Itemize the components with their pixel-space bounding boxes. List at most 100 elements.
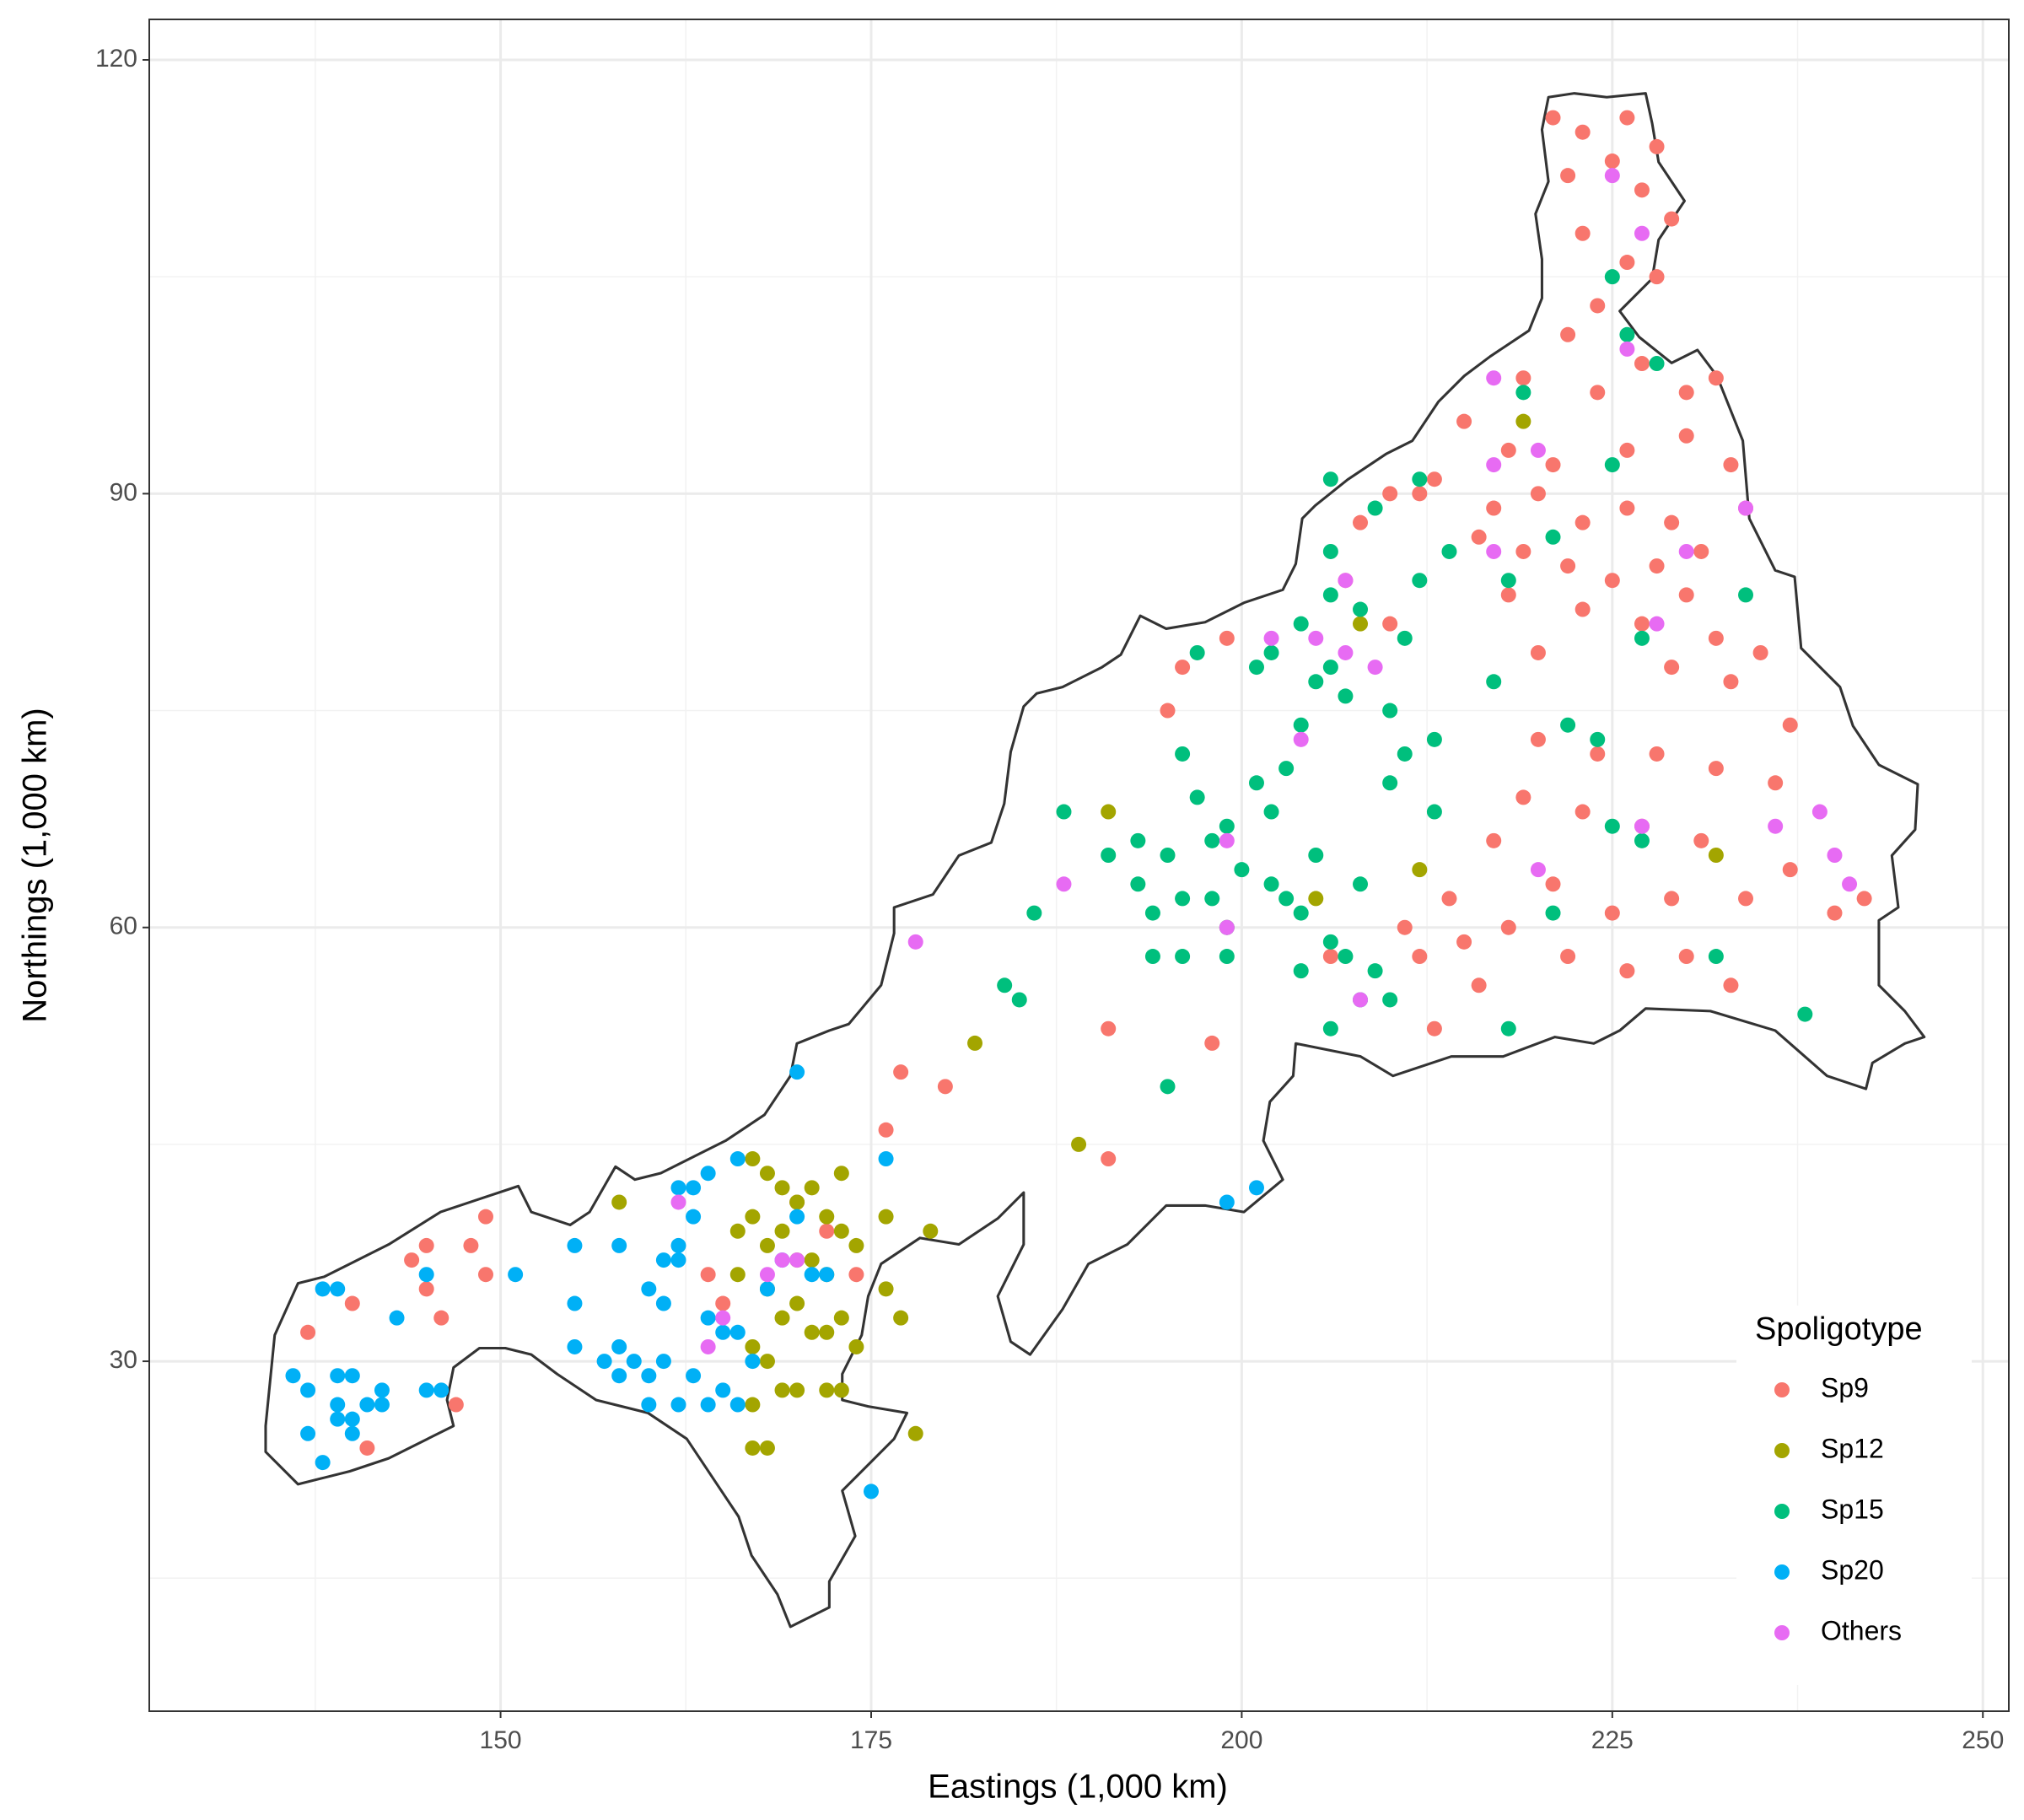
point [1619,341,1635,357]
point [655,1295,671,1311]
legend-marker [1774,1564,1790,1580]
point [789,1209,805,1225]
point [330,1411,346,1427]
point [686,1368,702,1384]
point [1545,905,1561,921]
point [1723,977,1739,993]
point [1634,630,1650,646]
point [1397,919,1413,935]
point [907,934,923,950]
point [1575,225,1591,241]
point [774,1382,790,1398]
point [1738,891,1754,907]
point [1708,761,1724,777]
point [611,1194,627,1210]
point [1500,1020,1516,1037]
point [1678,587,1694,603]
point [848,1338,864,1354]
point [285,1368,301,1384]
point [1353,616,1369,632]
point [833,1166,849,1182]
point [715,1382,731,1398]
point [1382,703,1398,719]
point [1560,326,1576,342]
point [774,1180,790,1196]
point [374,1397,390,1413]
point [1693,832,1709,848]
point [1101,847,1117,863]
point [819,1209,835,1225]
point [1353,514,1369,530]
point [344,1425,360,1441]
point [670,1194,686,1210]
point [1768,818,1784,834]
point [670,1237,686,1253]
point [1382,616,1398,632]
point [1500,442,1516,458]
point [1708,949,1724,965]
point [1471,977,1487,993]
point [1530,644,1546,660]
point [789,1382,805,1398]
point [1426,731,1442,747]
point [418,1281,434,1297]
panel-border [148,19,2010,1712]
point [1486,370,1502,386]
point [1515,385,1531,401]
point [641,1281,657,1297]
point [1322,949,1338,965]
point [804,1267,820,1283]
point [567,1237,583,1253]
point [1189,789,1205,805]
point [1322,543,1338,559]
point [819,1382,835,1398]
point [759,1440,775,1456]
point [508,1267,524,1283]
point [1219,919,1235,935]
point [1263,876,1279,892]
point [745,1440,761,1456]
point [1515,370,1531,386]
y-axis-title: Northings (1,000 km) [17,708,54,1022]
point [1545,876,1561,892]
point [1634,616,1650,632]
point [1575,601,1591,617]
point [330,1281,346,1297]
point [1693,543,1709,559]
legend-marker [1774,1382,1790,1397]
y-tick-label: 60 [110,913,137,940]
point [759,1281,775,1297]
y-tick-label: 120 [95,45,137,73]
point [893,1310,909,1326]
point [1204,1035,1220,1051]
point [700,1310,716,1326]
point [1308,891,1324,907]
point [1560,949,1576,965]
y-tick-label: 90 [110,478,137,506]
point [1412,573,1428,589]
point [1353,601,1369,617]
point [1811,804,1828,820]
point [344,1368,360,1384]
point [1649,138,1665,154]
point [1204,832,1220,848]
point [700,1166,716,1182]
point [1130,832,1146,848]
point [626,1354,642,1370]
point [1708,630,1724,646]
point [789,1252,805,1268]
point [1456,413,1472,429]
point [670,1180,686,1196]
point [1308,674,1324,690]
point [1515,543,1531,559]
point [1530,442,1546,458]
point [1353,876,1369,892]
point [863,1483,879,1500]
point [1441,891,1457,907]
point [477,1209,493,1225]
point [1248,660,1264,676]
legend-label: Others [1821,1615,1902,1645]
point [745,1209,761,1225]
point [1397,746,1413,762]
point [315,1455,331,1471]
